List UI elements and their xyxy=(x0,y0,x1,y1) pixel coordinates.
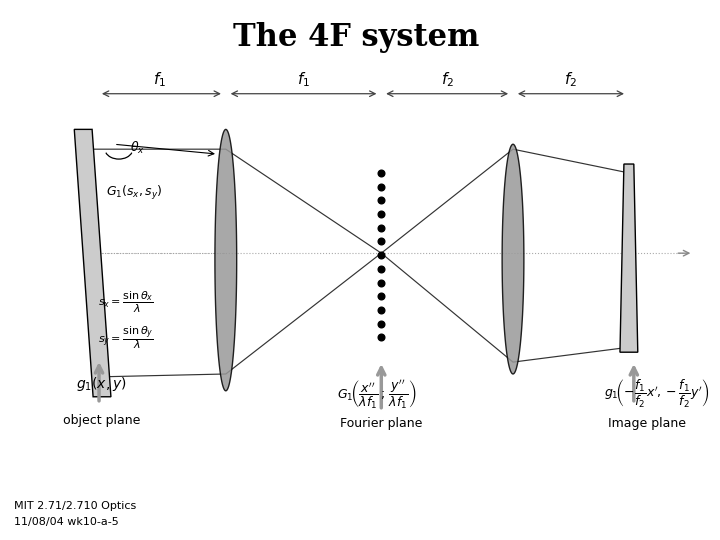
Text: $g_1\!\left(-\dfrac{f_1}{f_2}x',-\dfrac{f_1}{f_2}y'\right)$: $g_1\!\left(-\dfrac{f_1}{f_2}x',-\dfrac{… xyxy=(604,378,709,410)
Text: 11/08/04 wk10-a-5: 11/08/04 wk10-a-5 xyxy=(14,517,119,526)
Polygon shape xyxy=(74,130,111,397)
Text: $f_2$: $f_2$ xyxy=(564,71,577,89)
Text: Fourier plane: Fourier plane xyxy=(340,417,423,430)
Text: $G_1(s_x, s_y)$: $G_1(s_x, s_y)$ xyxy=(106,184,163,202)
Text: The 4F system: The 4F system xyxy=(233,22,480,53)
Text: object plane: object plane xyxy=(63,414,140,427)
Text: Image plane: Image plane xyxy=(608,417,685,430)
Text: $s_y = \dfrac{\sin\theta_y}{\lambda}$: $s_y = \dfrac{\sin\theta_y}{\lambda}$ xyxy=(98,324,154,350)
Text: $f_2$: $f_2$ xyxy=(441,71,454,89)
Text: $\theta_x$: $\theta_x$ xyxy=(130,140,145,156)
Text: $f_1$: $f_1$ xyxy=(153,71,166,89)
Text: $g_1(x,y)$: $g_1(x,y)$ xyxy=(76,375,127,393)
Text: MIT 2.71/2.710 Optics: MIT 2.71/2.710 Optics xyxy=(14,501,136,511)
Polygon shape xyxy=(620,164,638,352)
Text: $f_1$: $f_1$ xyxy=(297,71,310,89)
Polygon shape xyxy=(215,130,237,391)
Polygon shape xyxy=(502,144,524,374)
Text: $G_1\!\left(\dfrac{x''}{\lambda f_1}\,;\,\dfrac{y''}{\lambda f_1}\right)$: $G_1\!\left(\dfrac{x''}{\lambda f_1}\,;\… xyxy=(336,377,416,410)
Text: $s_x = \dfrac{\sin\theta_x}{\lambda}$: $s_x = \dfrac{\sin\theta_x}{\lambda}$ xyxy=(98,290,154,315)
